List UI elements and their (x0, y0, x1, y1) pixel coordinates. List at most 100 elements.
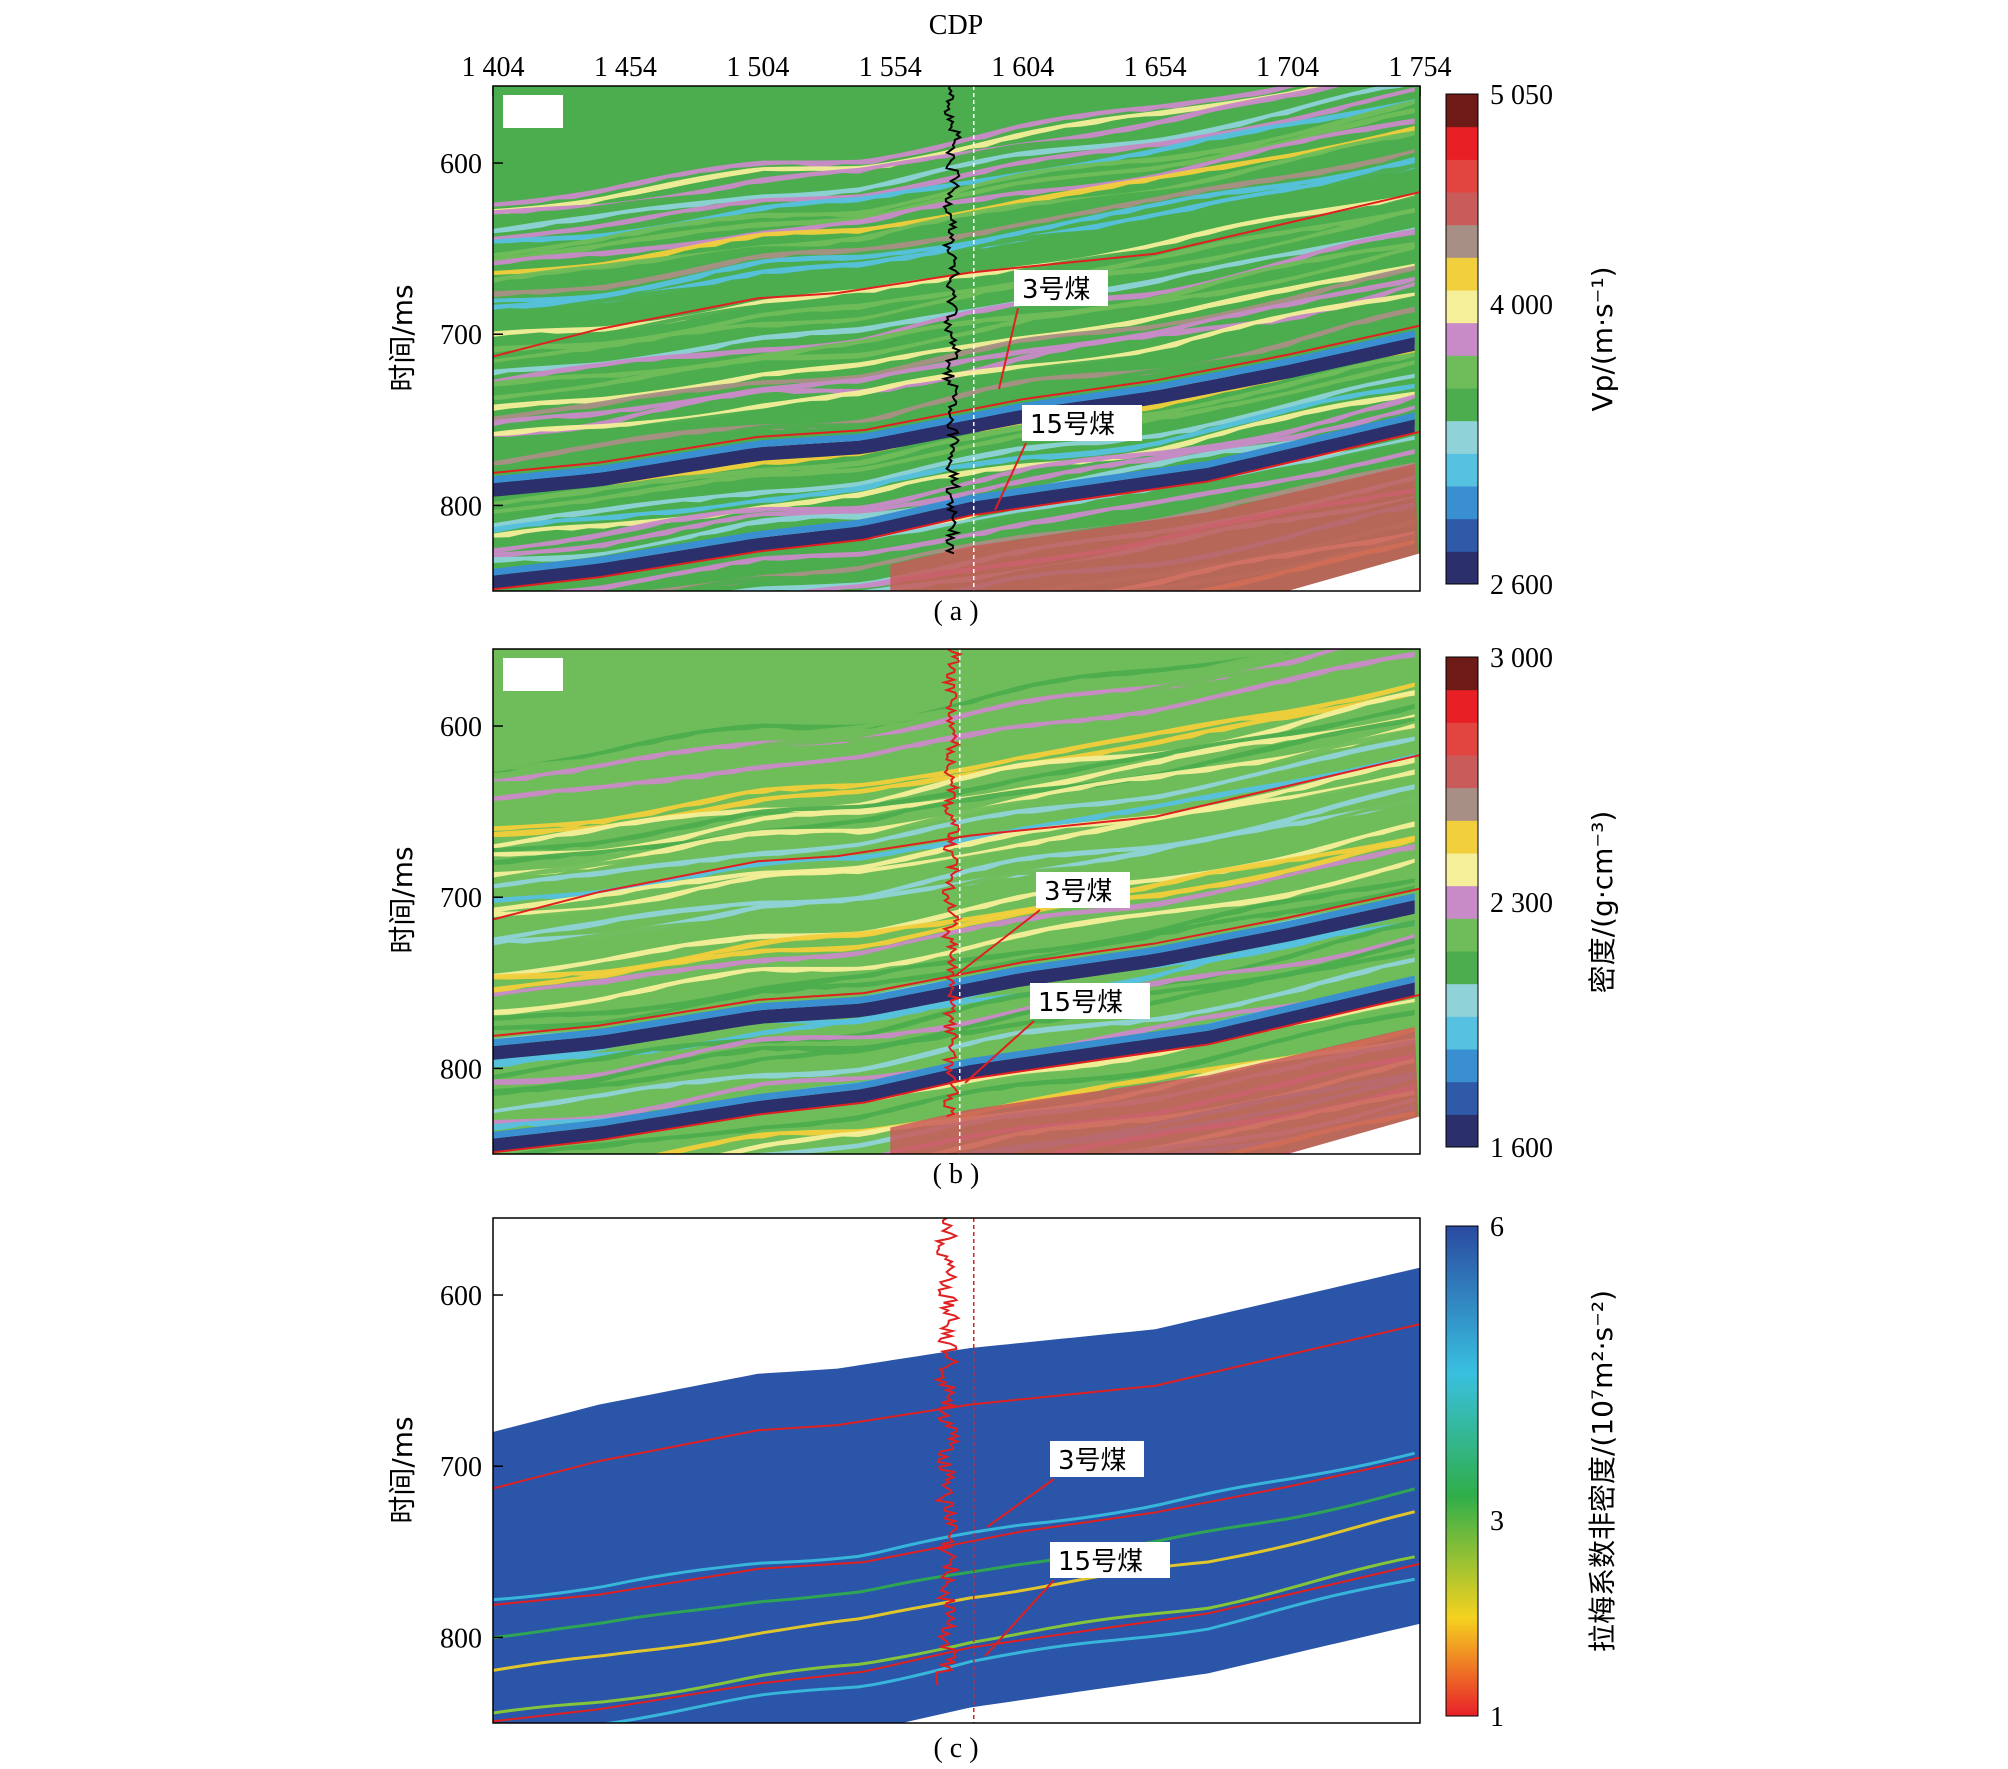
coal-seam-band (493, 337, 1415, 497)
colorbar-segment (1446, 192, 1478, 226)
x-tick-label: 1 454 (594, 52, 657, 83)
layer-band (493, 649, 1407, 787)
colorbar-segment (1446, 355, 1478, 389)
layer-band (716, 1037, 1415, 1154)
colorbar-tick-label: 2 600 (1490, 570, 1553, 601)
colorbar-segment (1446, 126, 1478, 160)
colorbar-label: 拉梅系数非密度/(10⁷m²·s⁻²) (1586, 1290, 1619, 1652)
layer-band (493, 937, 1415, 1094)
annotation-leader (994, 442, 1027, 511)
panel-a-well-log (940, 86, 975, 591)
layer-band (493, 784, 1415, 943)
colorbar-tick-label: 2 300 (1490, 888, 1553, 919)
layer-band (493, 87, 1415, 242)
x-axis-ticks: 1 404 1 454 1 504 1 554 1 604 1 654 1 704 1 754 (462, 52, 1452, 96)
panel-b-well-log (940, 649, 964, 1154)
annotation-label: 3号煤 (1044, 877, 1113, 907)
panel-b: 600 700 800 时间/ms ( b ) 3号煤 15号煤 3 000 2 300… (386, 643, 1619, 1190)
annotation-label: 3号煤 (1022, 275, 1091, 305)
panel-a-annotations: 3号煤 15号煤 (994, 270, 1142, 511)
panel-b-frame (492, 648, 1421, 1155)
layer-band (493, 649, 1349, 785)
colorbar-segment (1446, 1114, 1478, 1148)
layer-band (493, 360, 1415, 515)
panel-a-frame (492, 85, 1421, 592)
layer-band (493, 228, 1415, 385)
layer-band (493, 858, 1415, 1016)
x-tick-label: 1 504 (726, 52, 789, 83)
panel-b-horizons (493, 754, 1420, 1154)
colorbar-tick-label: 1 (1490, 1702, 1504, 1733)
panel-b-caption: ( b ) (933, 1159, 980, 1190)
lame-streak (493, 1555, 1416, 1715)
layer-band (493, 394, 1415, 554)
layer-band (493, 86, 1409, 234)
colorbar-tick-label: 1 600 (1490, 1133, 1553, 1164)
well-log-curve (940, 649, 964, 1118)
annotation-box (1030, 983, 1150, 1019)
colorbar-tick-label: 3 (1490, 1506, 1504, 1537)
panel-b-y-label: 时间/ms (386, 846, 419, 953)
horizon-coal15 (493, 430, 1420, 591)
horizon-coal3 (493, 1456, 1420, 1606)
colorbar-gradient (1446, 1226, 1478, 1716)
high-value-zone (890, 1026, 1420, 1154)
layer-band (493, 906, 1415, 1068)
horizon-coal3 (493, 324, 1420, 474)
layer-band (493, 163, 1415, 323)
lame-streak (493, 1487, 1416, 1640)
panel-a-white-patch (503, 95, 563, 128)
colorbar-segment (1446, 159, 1478, 193)
horizon-top (493, 754, 1420, 921)
panel-a-colorbar: 5 050 4 000 2 600 Vp/(m·s⁻¹) (1445, 80, 1619, 601)
layer-band (493, 864, 1415, 1023)
colorbar-segment (1446, 657, 1478, 691)
layer-band (493, 934, 1415, 1085)
layer-band (493, 649, 1310, 773)
layer-band (493, 195, 1415, 352)
panel-b-colorbar: 3 000 2 300 1 600 密度/(g·cm⁻³) (1445, 643, 1619, 1164)
layer-band (493, 920, 1415, 1065)
panel-b-annotations: 3号煤 15号煤 (954, 872, 1150, 1084)
annotation-label: 3号煤 (1058, 1446, 1127, 1476)
horizon-top (493, 191, 1420, 358)
layer-band (493, 218, 1415, 369)
layer-band (493, 757, 1415, 914)
layer-band (493, 86, 1336, 214)
annotation-label: 15号煤 (1038, 988, 1123, 1018)
x-axis-title: CDP (929, 10, 983, 41)
panel-b-white-patch (503, 658, 563, 691)
well-log-curve (933, 1218, 961, 1686)
layer-band (493, 252, 1415, 406)
panel-c-colorbar: 6 3 1 拉梅系数非密度/(10⁷m²·s⁻²) (1445, 1212, 1619, 1733)
layer-band (493, 736, 1415, 889)
layer-band (493, 107, 1415, 264)
annotation-box (1022, 405, 1142, 441)
layer-band (493, 86, 1354, 215)
lame-streak (598, 1577, 1415, 1723)
y-tick-label: 600 (440, 149, 482, 180)
layer-band (493, 245, 1415, 400)
x-tick-label: 1 654 (1124, 52, 1187, 83)
colorbar-segment (1446, 689, 1478, 723)
layer-band (493, 265, 1415, 422)
colorbar-frame (1445, 656, 1479, 1148)
colorbar-segment (1446, 1049, 1478, 1083)
layer-band (493, 667, 1415, 819)
colorbar-segment (1446, 453, 1478, 487)
colorbar-segment (1446, 224, 1478, 258)
x-tick-label: 1 404 (462, 52, 525, 83)
colorbar-segment (1446, 1016, 1478, 1050)
colorbar-segment (1446, 257, 1478, 291)
x-tick-label: 1 604 (991, 52, 1054, 83)
y-tick-label: 700 (440, 1452, 482, 1483)
horizon-top (493, 1323, 1420, 1490)
high-value-zone (890, 463, 1420, 591)
layer-band (493, 836, 1415, 993)
annotation-label: 15号煤 (1030, 410, 1115, 440)
annotation-box (1014, 270, 1108, 306)
coal-seam-band (493, 419, 1415, 590)
panel-c-y-label: 时间/ms (386, 1416, 419, 1523)
colorbar-segment (1446, 94, 1478, 128)
colorbar-segment (1446, 388, 1478, 422)
